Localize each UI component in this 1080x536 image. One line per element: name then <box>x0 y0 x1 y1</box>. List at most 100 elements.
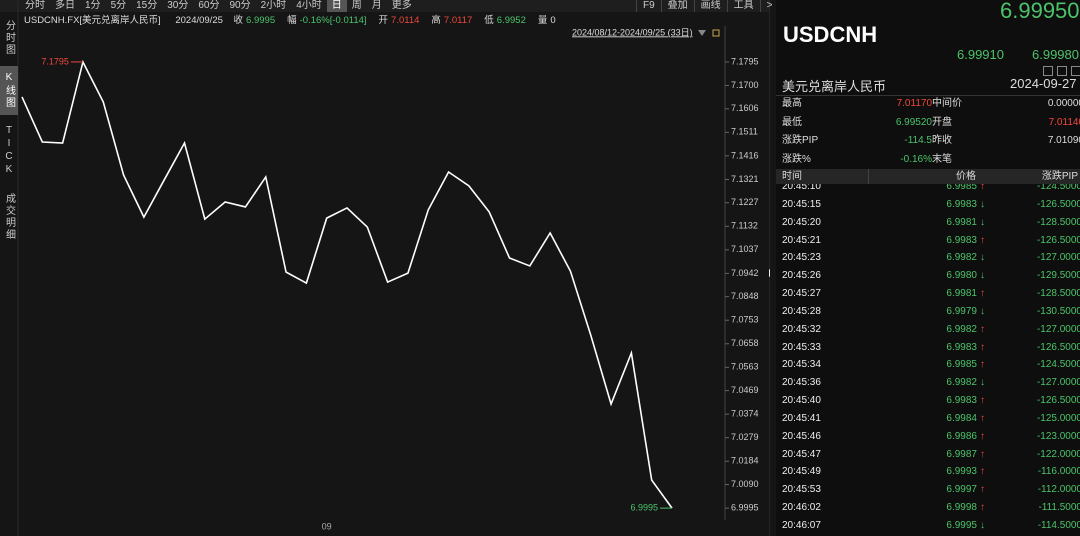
ticks-list: 20:45:10 6.9985 ↑ -124.5000 20:45:15 6.9983 ↓ -… <box>776 0 1080 536</box>
y-tick-label: 7.1132 <box>731 221 758 231</box>
period-button[interactable]: 15分 <box>136 0 158 11</box>
period-button[interactable]: 90分 <box>229 0 251 11</box>
info-value: 6.9995 <box>246 15 276 26</box>
tick-price: 6.9998 <box>946 502 977 514</box>
info-value: 0 <box>550 15 556 26</box>
period-button[interactable]: 5分 <box>110 0 127 11</box>
y-tick-label: 7.1700 <box>731 80 759 90</box>
date-range[interactable]: 2024/08/12-2024/09/25 (33日) <box>572 27 693 37</box>
sidebar: 分时图 K线图 TICK 成交明细 <box>0 14 18 251</box>
tool-button[interactable]: F9 <box>636 0 661 12</box>
tick-arrow: ↑ <box>980 181 985 192</box>
stat-value: -0.16% <box>900 153 932 165</box>
info-field: 低 6.9952 <box>484 15 530 26</box>
stat-value: 7.01090 <box>1047 135 1080 146</box>
period-button[interactable]: 多日 <box>55 0 75 11</box>
tick-arrow: ↑ <box>980 359 985 371</box>
tick-price: 6.9985 <box>946 181 977 192</box>
tick-price: 6.9983 <box>946 198 977 210</box>
stat-value: 7.01170 <box>896 98 932 109</box>
tick-pip: -128.5000 <box>1036 288 1080 300</box>
stat-value: 0.00000 <box>1047 98 1080 109</box>
tick-pip: -123.0000 <box>1036 430 1080 442</box>
y-tick-label: 7.1037 <box>731 244 759 254</box>
tick-price: 6.9979 <box>946 305 977 317</box>
tool-button[interactable]: > <box>759 0 779 12</box>
panel-toggle[interactable] <box>769 269 770 277</box>
y-tick-label: 7.0184 <box>731 456 759 466</box>
period-button[interactable]: 周 <box>351 0 362 11</box>
sidebar-tab[interactable]: 分时图 <box>3 20 15 56</box>
period-button[interactable]: 月 <box>371 0 382 11</box>
tick-arrow: ↓ <box>980 270 985 282</box>
tick-pip: -114.5000 <box>1037 519 1080 531</box>
info-label: 低 <box>484 15 494 26</box>
info-label: 量 <box>537 15 548 26</box>
tick-price: 6.9983 <box>946 234 977 246</box>
period-button[interactable]: 2小时 <box>260 0 287 11</box>
y-tick-label: 6.9995 <box>731 502 759 512</box>
tick-row: 20:46:02 6.9998 ↑ -111.5000 <box>780 499 1080 517</box>
header-cell: 时间 <box>782 171 802 182</box>
tick-arrow: ↑ <box>980 234 985 246</box>
info-value: 7.0114 <box>391 15 420 26</box>
tick-row: 20:45:21 6.9983 ↑ -126.5000 <box>780 232 1080 250</box>
period-button[interactable]: 60分 <box>198 0 220 11</box>
y-tick-label: 7.0753 <box>731 315 759 325</box>
period-button[interactable]: 更多 <box>391 0 412 11</box>
tick-time: 20:46:07 <box>782 519 821 531</box>
info-label: 收 <box>233 15 244 26</box>
stat-label: 涨跌PIP <box>782 135 819 146</box>
tick-time: 20:45:15 <box>782 198 821 210</box>
lock-icon[interactable] <box>712 29 720 37</box>
period-button[interactable]: 30分 <box>167 0 189 11</box>
tick-price: 6.9995 <box>946 519 977 531</box>
y-tick-label: 7.1795 <box>731 56 759 66</box>
tick-time: 20:45:33 <box>782 341 821 353</box>
tick-row: 20:45:27 6.9981 ↑ -128.5000 <box>780 285 1080 303</box>
tick-time: 20:45:20 <box>782 216 821 228</box>
icon[interactable] <box>1043 66 1053 76</box>
range-dropdown[interactable] <box>698 30 706 36</box>
ask-price: 6.99980 <box>1032 47 1079 62</box>
stat-value: 6.99520 <box>895 116 932 128</box>
tool-button[interactable]: 画线 <box>693 0 727 12</box>
tool-button[interactable]: 工具 <box>726 0 760 12</box>
tick-arrow: ↓ <box>980 198 985 210</box>
period-button[interactable]: 4小时 <box>296 0 322 11</box>
y-tick-label: 7.0279 <box>731 432 759 442</box>
tick-pip: -129.5000 <box>1036 270 1080 282</box>
tick-pip: -128.5000 <box>1036 216 1080 228</box>
sidebar-tab[interactable]: TICK <box>3 125 15 177</box>
tick-time: 20:45:41 <box>782 412 821 424</box>
tick-row: 20:45:36 6.9982 ↓ -127.0000 <box>780 374 1080 392</box>
tick-row: 20:45:47 6.9987 ↑ -122.0000 <box>780 446 1080 464</box>
tick-price: 6.9980 <box>946 270 977 282</box>
header-divider <box>868 169 869 184</box>
tick-pip: -122.0000 <box>1036 448 1080 460</box>
toolbar-background <box>0 0 770 12</box>
tick-price: 6.9993 <box>946 466 977 478</box>
tick-arrow: ↑ <box>980 395 985 407</box>
y-tick-label: 7.1606 <box>731 103 759 113</box>
period-button[interactable]: 日 <box>326 0 347 12</box>
tick-row: 20:45:23 6.9982 ↓ -127.0000 <box>780 249 1080 267</box>
tick-time: 20:45:34 <box>782 359 821 371</box>
y-tick-label: 7.0469 <box>731 385 759 395</box>
sidebar-tab[interactable]: K线图 <box>0 66 18 115</box>
sidebar-tab[interactable]: 成交明细 <box>3 193 15 241</box>
tool-button[interactable]: 叠加 <box>660 0 694 12</box>
period-button[interactable]: 1分 <box>85 0 101 11</box>
tick-time: 20:45:28 <box>782 305 821 317</box>
separator <box>776 95 1080 96</box>
tick-pip: -126.5000 <box>1036 198 1080 210</box>
info-bar: USDCNH.FX[美元兑离岸人民币] 2024/09/25 收 6.9995 幅 -… <box>24 12 568 26</box>
y-tick-label: 7.0848 <box>731 291 759 301</box>
tick-price: 6.9983 <box>946 341 977 353</box>
icon[interactable] <box>1071 66 1080 76</box>
period-button[interactable]: 分时 <box>25 0 45 11</box>
tick-time: 20:45:10 <box>782 181 821 192</box>
icon[interactable] <box>1057 66 1067 76</box>
tick-time: 20:45:21 <box>782 234 821 246</box>
